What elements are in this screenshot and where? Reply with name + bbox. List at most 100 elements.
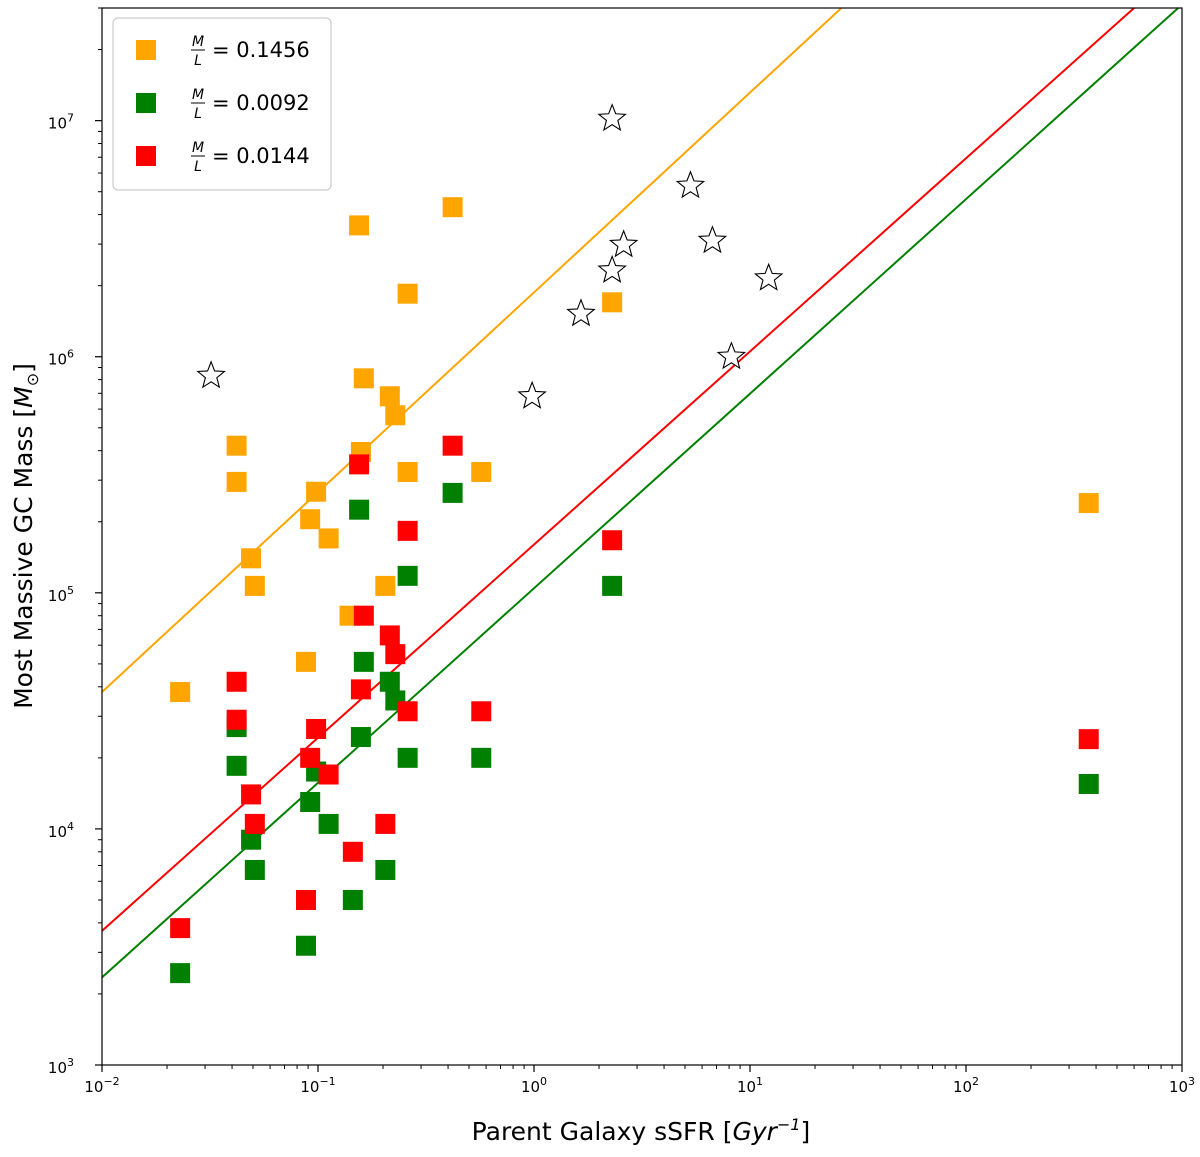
- star-point: [196, 360, 226, 389]
- data-point: [244, 575, 265, 596]
- data-point: [349, 454, 370, 475]
- y-tick-label: 105: [48, 584, 74, 605]
- data-point: [349, 215, 370, 236]
- y-tick-label: 107: [48, 112, 74, 133]
- data-point: [353, 605, 374, 626]
- x-tick-label: 10−1: [300, 1075, 335, 1096]
- fit-line-3: [102, 8, 1179, 979]
- data-point: [397, 520, 418, 541]
- data-point: [226, 755, 247, 776]
- data-point: [1078, 493, 1099, 514]
- data-point: [379, 386, 400, 407]
- fit-line-2: [102, 8, 1135, 932]
- legend-swatch: [136, 146, 156, 166]
- legend-swatch: [136, 93, 156, 113]
- data-point: [342, 841, 363, 862]
- y-tick-label: 103: [48, 1056, 74, 1077]
- x-tick-label: 102: [953, 1075, 979, 1096]
- legend-label: = 0.1456: [212, 38, 310, 62]
- star-point: [608, 229, 639, 258]
- data-point: [226, 709, 247, 730]
- data-point: [306, 718, 327, 739]
- data-point: [353, 651, 374, 672]
- data-point: [602, 530, 623, 551]
- data-point: [385, 644, 406, 665]
- data-point: [226, 671, 247, 692]
- series-1: [170, 197, 1099, 703]
- data-point: [442, 197, 463, 218]
- legend-ml-denominator: L: [194, 159, 202, 175]
- fit-line-1: [102, 8, 843, 693]
- data-point: [300, 747, 321, 768]
- data-point: [602, 292, 623, 313]
- data-point: [375, 859, 396, 880]
- x-tick-label: 10−2: [84, 1075, 119, 1096]
- data-point: [471, 747, 492, 768]
- data-point: [379, 671, 400, 692]
- data-point: [397, 461, 418, 482]
- star-point: [753, 262, 784, 291]
- y-tick-label: 106: [48, 348, 74, 369]
- x-tick-label: 100: [521, 1075, 547, 1096]
- y-tick-label: 104: [48, 820, 74, 841]
- data-point: [241, 548, 262, 569]
- data-point: [296, 651, 317, 672]
- x-axis-label: Parent Galaxy sSFR [Gyr−1]: [472, 1115, 811, 1146]
- data-point: [318, 813, 339, 834]
- data-point: [296, 889, 317, 910]
- data-point: [442, 482, 463, 503]
- x-tick-label: 103: [1169, 1075, 1195, 1096]
- legend-label: = 0.0092: [212, 91, 310, 115]
- legend-ml-denominator: L: [194, 106, 202, 122]
- y-axis-label: Most Massive GC Mass [M⊙]: [9, 363, 42, 709]
- data-point: [442, 435, 463, 456]
- data-point: [350, 727, 371, 748]
- star-point: [597, 103, 627, 132]
- data-point: [379, 625, 400, 646]
- data-point: [300, 509, 321, 530]
- data-point: [318, 528, 339, 549]
- data-point: [385, 405, 406, 426]
- data-point: [350, 679, 371, 700]
- data-point: [471, 701, 492, 722]
- series-4: [196, 103, 784, 409]
- star-point: [566, 298, 596, 327]
- data-point: [471, 461, 492, 482]
- data-point: [397, 565, 418, 586]
- data-point: [397, 283, 418, 304]
- data-point: [170, 682, 191, 703]
- data-point: [375, 813, 396, 834]
- data-point: [375, 575, 396, 596]
- star-point: [716, 341, 747, 370]
- data-point: [397, 701, 418, 722]
- legend-ml-numerator: M: [192, 34, 204, 50]
- star-point: [697, 225, 728, 254]
- data-point: [397, 747, 418, 768]
- legend-label: = 0.0144: [212, 144, 310, 168]
- star-point: [675, 170, 706, 199]
- data-point: [349, 499, 370, 520]
- data-point: [1078, 729, 1099, 750]
- data-point: [602, 575, 623, 596]
- axes-frame: [101, 7, 1183, 1066]
- star-point: [597, 254, 627, 284]
- data-point: [244, 813, 265, 834]
- star-point: [517, 380, 547, 409]
- data-point: [226, 435, 247, 456]
- data-point: [241, 829, 262, 850]
- data-point: [1078, 773, 1099, 794]
- x-tick-label: 101: [737, 1075, 763, 1096]
- data-point: [318, 764, 339, 785]
- data-point: [226, 471, 247, 492]
- data-point: [170, 963, 191, 984]
- legend-frame: [112, 17, 332, 191]
- data-point: [306, 481, 327, 502]
- legend-ml-numerator: M: [192, 87, 204, 103]
- legend-ml-denominator: L: [194, 53, 202, 69]
- legend-swatch: [136, 40, 156, 60]
- data-point: [241, 784, 262, 805]
- series-3: [170, 435, 1099, 939]
- data-point: [300, 792, 321, 813]
